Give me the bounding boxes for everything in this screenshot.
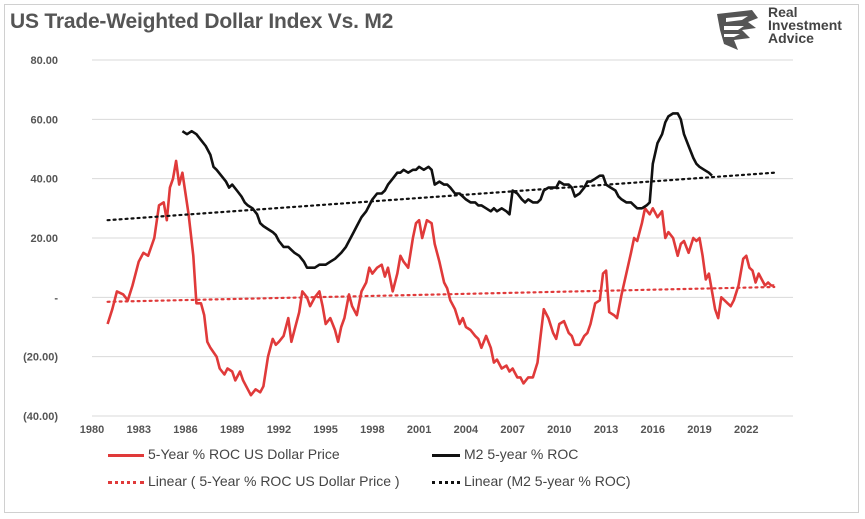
x-tick-label: 1980 bbox=[80, 424, 104, 436]
x-tick-label: 1995 bbox=[313, 424, 337, 436]
x-tick-label: 1986 bbox=[173, 424, 197, 436]
series-line-2 bbox=[181, 112, 713, 269]
series-lines bbox=[106, 112, 776, 397]
legend-swatch-m2-trend bbox=[432, 480, 460, 484]
legend-swatch-dollar bbox=[108, 453, 144, 457]
x-tick-label: 2013 bbox=[594, 424, 618, 436]
series-line-3 bbox=[106, 285, 776, 303]
x-tick-label: 1998 bbox=[360, 424, 384, 436]
y-tick-label: 20.00 bbox=[30, 233, 58, 245]
x-tick-label: 2016 bbox=[641, 424, 665, 436]
x-axis-ticks: 1980 1983 1986 1989 1992 1995 1998 2001 2004 2007… bbox=[80, 424, 759, 436]
y-tick-label: 60.00 bbox=[30, 114, 58, 126]
legend-item-dollar: 5-Year % ROC US Dollar Price bbox=[108, 446, 340, 462]
x-tick-label: 2019 bbox=[687, 424, 711, 436]
chart-title: US Trade-Weighted Dollar Index Vs. M2 bbox=[10, 10, 394, 33]
x-tick-label: 2022 bbox=[734, 424, 758, 436]
eagle-head-icon bbox=[717, 10, 758, 50]
legend-item-m2: M2 5-year % ROC bbox=[432, 446, 578, 462]
brand-line-3: Advice bbox=[768, 30, 814, 46]
y-tick-label: - bbox=[54, 292, 58, 304]
y-tick-label: (20.00) bbox=[23, 352, 58, 364]
y-tick-label: 80.00 bbox=[30, 55, 58, 67]
x-tick-label: 1992 bbox=[267, 424, 291, 436]
legend-swatch-dollar-trend bbox=[108, 480, 144, 484]
legend-item-dollar-trend: Linear ( 5-Year % ROC US Dollar Price ) bbox=[108, 473, 400, 489]
x-tick-label: 2010 bbox=[547, 424, 571, 436]
x-tick-label: 1983 bbox=[126, 424, 150, 436]
brand-line-2: Investment bbox=[768, 17, 842, 33]
grid-lines bbox=[92, 59, 793, 417]
brand-name: Real Investment Advice bbox=[768, 4, 842, 46]
series-line-4 bbox=[106, 171, 776, 222]
legend-label-m2: M2 5-year % ROC bbox=[464, 446, 579, 462]
legend-label-dollar-trend: Linear ( 5-Year % ROC US Dollar Price ) bbox=[148, 473, 400, 489]
y-tick-label: (40.00) bbox=[23, 411, 58, 423]
series-line-1 bbox=[106, 159, 775, 397]
brand-line-1: Real bbox=[768, 4, 798, 20]
chart-frame bbox=[4, 4, 859, 513]
legend-item-m2-trend: Linear (M2 5-year % ROC) bbox=[432, 473, 631, 489]
legend-label-dollar: 5-Year % ROC US Dollar Price bbox=[148, 446, 340, 462]
x-tick-label: 1989 bbox=[220, 424, 244, 436]
legend-label-m2-trend: Linear (M2 5-year % ROC) bbox=[464, 473, 631, 489]
y-axis-ticks: 80.00 60.00 40.00 20.00 - (20.00) (40.00) bbox=[23, 55, 58, 423]
x-tick-label: 2004 bbox=[454, 424, 479, 436]
brand-logo: Real Investment Advice bbox=[712, 4, 852, 56]
x-tick-label: 2007 bbox=[500, 424, 524, 436]
y-tick-label: 40.00 bbox=[30, 174, 58, 186]
x-tick-label: 2001 bbox=[407, 424, 431, 436]
legend-swatch-m2 bbox=[432, 453, 460, 457]
